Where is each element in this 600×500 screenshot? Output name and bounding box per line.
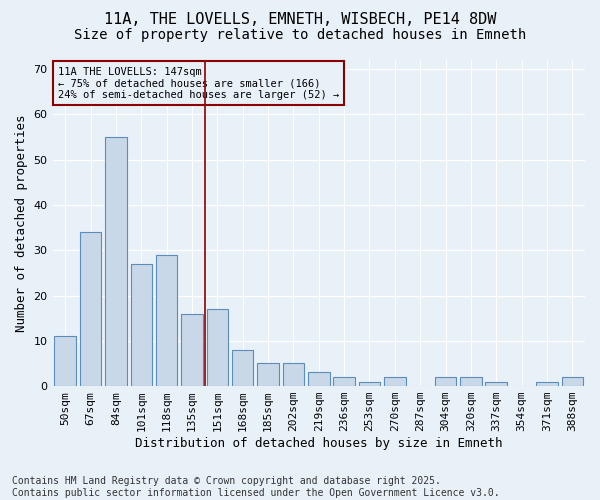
Bar — [485, 382, 507, 386]
Bar — [435, 377, 457, 386]
Bar — [359, 382, 380, 386]
Text: Contains HM Land Registry data © Crown copyright and database right 2025.
Contai: Contains HM Land Registry data © Crown c… — [12, 476, 500, 498]
Bar — [80, 232, 101, 386]
Bar — [156, 254, 178, 386]
Bar — [257, 364, 279, 386]
Text: Size of property relative to detached houses in Emneth: Size of property relative to detached ho… — [74, 28, 526, 42]
Bar — [283, 364, 304, 386]
Text: 11A, THE LOVELLS, EMNETH, WISBECH, PE14 8DW: 11A, THE LOVELLS, EMNETH, WISBECH, PE14 … — [104, 12, 496, 28]
Bar — [232, 350, 253, 386]
Bar — [562, 377, 583, 386]
Text: 11A THE LOVELLS: 147sqm
← 75% of detached houses are smaller (166)
24% of semi-d: 11A THE LOVELLS: 147sqm ← 75% of detache… — [58, 66, 339, 100]
Bar — [334, 377, 355, 386]
Bar — [308, 372, 329, 386]
Bar — [131, 264, 152, 386]
Y-axis label: Number of detached properties: Number of detached properties — [15, 114, 28, 332]
X-axis label: Distribution of detached houses by size in Emneth: Distribution of detached houses by size … — [135, 437, 503, 450]
Bar — [460, 377, 482, 386]
Bar — [384, 377, 406, 386]
Bar — [181, 314, 203, 386]
Bar — [105, 137, 127, 386]
Bar — [55, 336, 76, 386]
Bar — [206, 309, 228, 386]
Bar — [536, 382, 558, 386]
